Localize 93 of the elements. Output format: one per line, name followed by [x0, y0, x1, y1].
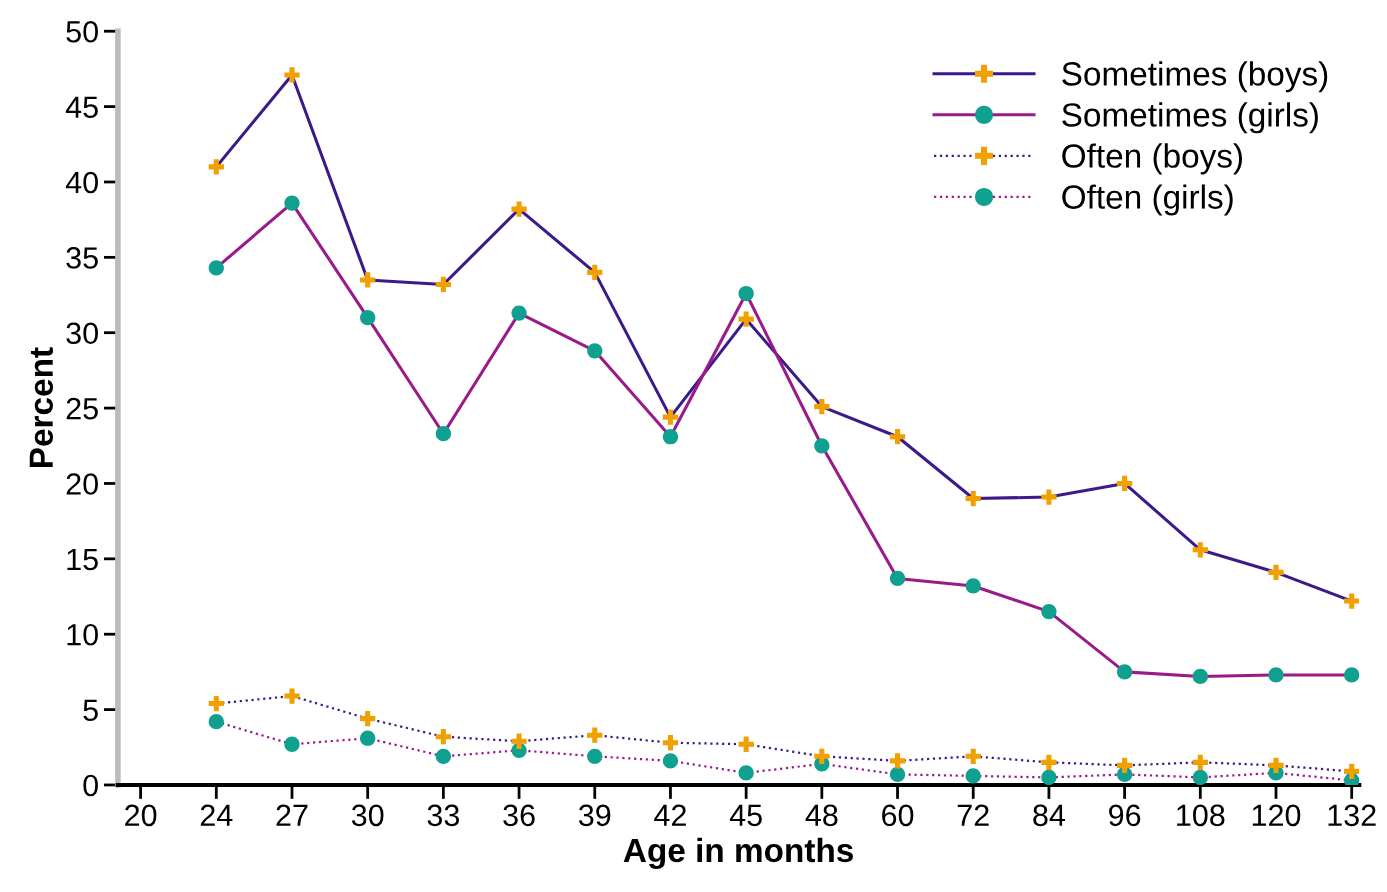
point [511, 201, 527, 217]
x-tick-label: 120 [1252, 804, 1301, 827]
point [965, 578, 981, 594]
point [738, 765, 754, 781]
point [587, 264, 603, 281]
point [511, 305, 527, 321]
point [889, 753, 906, 769]
point [511, 733, 527, 749]
point [1268, 667, 1284, 683]
y-tick-label: 30 [66, 322, 98, 345]
point [814, 748, 830, 764]
point [284, 688, 300, 704]
point [1192, 668, 1208, 685]
point [360, 310, 376, 326]
point [587, 727, 603, 743]
point [965, 748, 981, 764]
point [208, 260, 224, 276]
legend-label: Often (boys) [1062, 143, 1243, 175]
x-tick-label: 24 [200, 804, 233, 826]
y-tick-label: 25 [66, 397, 98, 420]
x-tick-label: 27 [276, 804, 308, 826]
legend-label: Often (girls) [1062, 184, 1233, 216]
point [208, 714, 224, 730]
point [889, 766, 906, 783]
x-tick-label: 42 [654, 804, 686, 826]
point [1192, 754, 1208, 770]
x-tick-label: 72 [957, 804, 989, 826]
y-tick-label: 10 [67, 623, 98, 646]
point [889, 429, 906, 445]
point [1041, 603, 1057, 620]
x-axis-title: Age in months [623, 837, 853, 869]
x-tick-label: 30 [351, 804, 384, 827]
y-tick-label: 40 [65, 171, 98, 194]
x-tick-label: 39 [578, 804, 611, 827]
point [435, 426, 452, 442]
y-tick-label: 50 [66, 20, 98, 43]
y-tick-label: 15 [67, 548, 98, 571]
point [1192, 769, 1208, 785]
point [587, 748, 603, 764]
x-tick-label: 48 [805, 804, 838, 827]
point [662, 429, 679, 445]
point [965, 768, 981, 784]
point [1344, 667, 1360, 683]
x-tick-label: 36 [503, 804, 535, 827]
point [1041, 754, 1057, 770]
y-tick-label: 35 [66, 247, 98, 269]
point [1116, 475, 1133, 492]
point [662, 753, 679, 769]
point [284, 736, 300, 752]
point [889, 570, 906, 587]
x-tick-label: 108 [1177, 804, 1225, 827]
point [1116, 757, 1133, 773]
point [738, 285, 754, 302]
point [814, 438, 830, 454]
x-tick-label: 20 [125, 804, 157, 827]
point [662, 409, 679, 425]
point [965, 490, 981, 507]
point [208, 695, 224, 712]
y-axis-title: Percent [29, 347, 54, 467]
point [814, 398, 830, 415]
point [435, 276, 452, 293]
point [587, 343, 603, 359]
y-tick-label: 5 [83, 699, 98, 721]
y-tick-label: 45 [65, 96, 98, 118]
point [1041, 769, 1057, 785]
point [284, 67, 300, 83]
point [738, 736, 754, 752]
point [1116, 664, 1133, 680]
y-tick-label: 20 [66, 473, 98, 495]
point [360, 272, 376, 288]
legend-label: Sometimes (girls) [1062, 102, 1318, 134]
point [1344, 763, 1360, 780]
point [1344, 593, 1360, 609]
point [435, 729, 452, 745]
x-tick-label: 84 [1033, 804, 1066, 827]
x-tick-label: 132 [1328, 804, 1376, 827]
point [360, 730, 376, 746]
point [284, 195, 300, 211]
legend-label: Sometimes (boys) [1062, 61, 1328, 93]
x-tick-label: 33 [427, 804, 460, 827]
point [360, 710, 376, 727]
point [208, 159, 224, 175]
point [1041, 489, 1057, 505]
point [1192, 542, 1208, 558]
point [1268, 757, 1284, 773]
point [738, 311, 754, 327]
point [1268, 564, 1284, 581]
point [662, 735, 679, 751]
point [435, 748, 452, 764]
x-tick-label: 60 [882, 804, 914, 827]
x-tick-label: 96 [1109, 804, 1141, 827]
x-tick-label: 45 [729, 804, 762, 827]
y-tick-label: 0 [83, 774, 98, 797]
